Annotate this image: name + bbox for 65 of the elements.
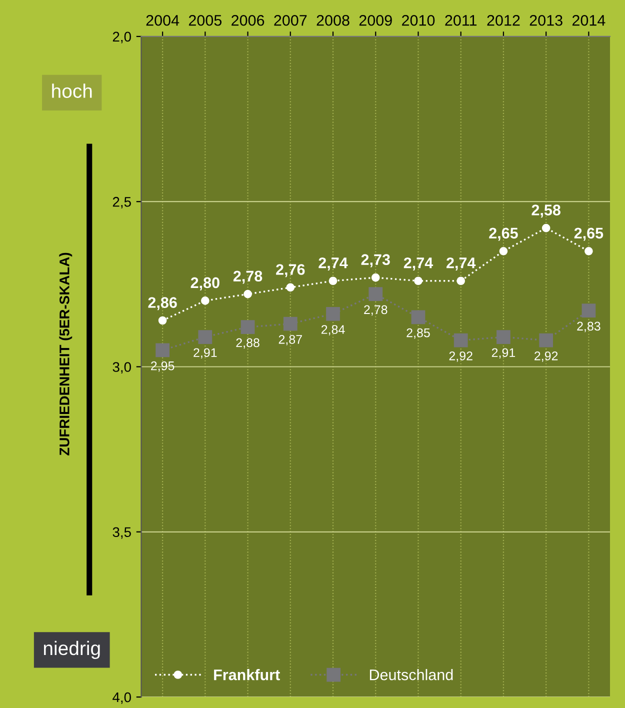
- data-label: 2,91: [194, 348, 217, 359]
- point: [456, 276, 466, 286]
- point: [368, 287, 383, 302]
- data-label: 2,92: [534, 351, 558, 362]
- data-label: 2,87: [278, 334, 302, 346]
- text: niedrig: [44, 640, 100, 660]
- point: [328, 276, 338, 286]
- point: [158, 316, 167, 325]
- y-tick-label: 4,0: [112, 692, 131, 704]
- point: [283, 316, 298, 331]
- point: [584, 246, 593, 256]
- point: [411, 310, 426, 324]
- data-label: 2,58: [532, 204, 560, 218]
- x-tick-label: 2011: [445, 14, 477, 26]
- x-tick-label: 2010: [402, 14, 435, 26]
- legend-label: Frankfurt: [214, 669, 280, 680]
- x-tick-label: 2014: [572, 14, 606, 26]
- point: [371, 273, 380, 282]
- data-label: 2,76: [276, 264, 305, 278]
- point: [156, 343, 170, 358]
- point: [244, 290, 252, 298]
- x-tick-label: 2008: [316, 14, 350, 26]
- data-label: 2,80: [190, 277, 220, 290]
- point: [286, 283, 295, 292]
- data-label: 2,74: [404, 257, 434, 271]
- point: [499, 246, 508, 256]
- point: [582, 304, 596, 318]
- data-label: 2,95: [151, 361, 174, 372]
- data-label: 2,92: [449, 351, 472, 362]
- x-tick-label: 2005: [188, 14, 222, 26]
- data-label: 2,74: [446, 257, 476, 271]
- x-tick-label: 2013: [530, 14, 562, 26]
- y-axis-title: ZUFRIEDENHEIT (5ER-SKALA): [59, 252, 72, 456]
- point: [496, 330, 510, 344]
- x-tick-label: 2006: [232, 14, 264, 26]
- point: [201, 296, 210, 305]
- y-tick-label: 3,5: [112, 527, 131, 539]
- x-tick-label: 2007: [274, 14, 307, 26]
- data-label: 2,88: [236, 338, 260, 349]
- data-label: 2,91: [492, 348, 516, 359]
- data-label: 2,65: [489, 228, 518, 241]
- y-tick-label: 3,0: [112, 362, 131, 374]
- data-label: 2,73: [361, 254, 390, 268]
- y-tick-label: 2,5: [112, 196, 131, 208]
- x-tick-label: 2004: [146, 14, 180, 26]
- x-tick-label: 2009: [359, 14, 392, 26]
- point: [454, 333, 468, 348]
- data-label: 2,74: [318, 257, 348, 271]
- data-label: 2,83: [577, 322, 600, 332]
- data-label: 2,85: [406, 328, 430, 339]
- legend-label: Deutschland: [370, 669, 453, 680]
- data-label: 2,78: [364, 305, 388, 316]
- point: [539, 333, 554, 348]
- text: hoch: [52, 84, 92, 98]
- data-label: 2,78: [233, 270, 262, 284]
- data-label: 2,86: [148, 297, 177, 310]
- y-tick-label: 2,0: [112, 32, 131, 44]
- point: [198, 330, 212, 344]
- point: [240, 320, 255, 334]
- data-label: 2,65: [574, 228, 604, 241]
- point: [326, 306, 340, 321]
- point: [414, 276, 422, 286]
- data-label: 2,84: [321, 325, 345, 336]
- x-tick-label: 2012: [487, 14, 520, 26]
- point: [542, 224, 550, 232]
